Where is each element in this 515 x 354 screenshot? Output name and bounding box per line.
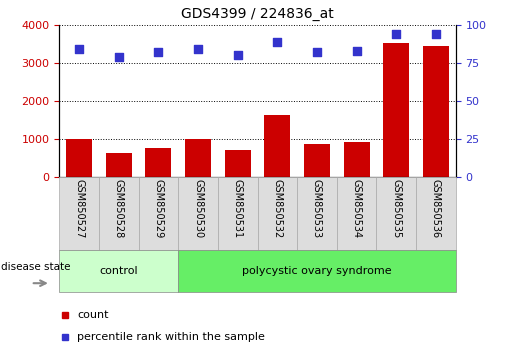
Point (194, 46, 202, 52)
Bar (145, 148, 171, 177)
Text: disease state: disease state (1, 262, 71, 272)
Bar (416, 177, 456, 250)
Text: count: count (77, 310, 109, 320)
Text: GSM850535: GSM850535 (391, 179, 401, 239)
Bar (297, 177, 337, 250)
Point (233, 52, 242, 58)
Bar (66, 139, 92, 177)
Bar (99, 177, 139, 250)
Text: percentile rank within the sample: percentile rank within the sample (77, 332, 265, 342)
Title: GDS4399 / 224836_at: GDS4399 / 224836_at (181, 7, 334, 21)
Bar (218, 177, 258, 250)
Bar (264, 115, 290, 177)
Point (273, 39, 281, 44)
Bar (59, 250, 178, 292)
Bar (178, 250, 456, 292)
Point (432, 31, 440, 37)
Bar (59, 177, 99, 250)
Point (352, 48, 360, 53)
Point (75, 46, 83, 52)
Point (114, 54, 123, 59)
Bar (304, 144, 330, 177)
Bar (178, 177, 218, 250)
Bar (344, 142, 370, 177)
Text: GSM850527: GSM850527 (74, 179, 84, 239)
Text: GSM850529: GSM850529 (153, 179, 163, 239)
Text: GSM850533: GSM850533 (312, 179, 322, 238)
Text: GSM850530: GSM850530 (193, 179, 203, 238)
Point (313, 49, 321, 55)
Bar (383, 43, 409, 177)
Bar (139, 177, 178, 250)
Bar (106, 153, 132, 177)
Bar (337, 177, 376, 250)
Bar (376, 177, 416, 250)
Text: GSM850536: GSM850536 (431, 179, 441, 238)
Bar (185, 139, 211, 177)
Point (154, 49, 162, 55)
Text: GSM850528: GSM850528 (114, 179, 124, 239)
Bar (423, 46, 449, 177)
Text: control: control (99, 266, 138, 276)
Point (392, 31, 401, 37)
Text: GSM850531: GSM850531 (233, 179, 243, 238)
Bar (225, 150, 251, 177)
Text: GSM850534: GSM850534 (352, 179, 362, 238)
Text: GSM850532: GSM850532 (272, 179, 282, 239)
Bar (258, 177, 297, 250)
Text: polycystic ovary syndrome: polycystic ovary syndrome (242, 266, 392, 276)
